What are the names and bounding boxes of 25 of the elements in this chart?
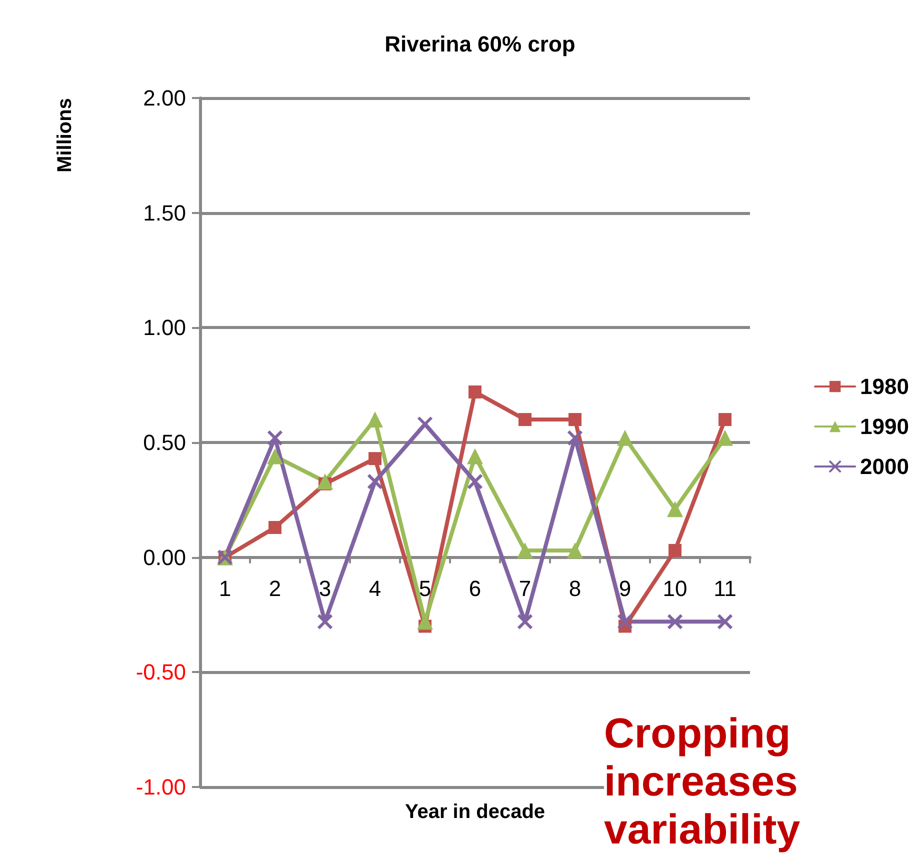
y-tick-label: -0.50 bbox=[136, 660, 186, 685]
x-tick-label: 7 bbox=[518, 576, 532, 601]
x-tick-label: 11 bbox=[714, 576, 736, 601]
legend-label: 2000 bbox=[860, 454, 910, 479]
chart-title: Riverina 60% crop bbox=[384, 32, 576, 56]
x-axis-title: Year in decade bbox=[404, 801, 546, 823]
x-tick-label: 8 bbox=[568, 576, 582, 601]
y-axis-title: Millions bbox=[54, 98, 76, 172]
x-tick-label: 3 bbox=[318, 576, 332, 601]
y-tick-label: 0.00 bbox=[143, 544, 186, 570]
x-tick-label: 4 bbox=[368, 576, 382, 601]
y-tick-label: -1.00 bbox=[136, 774, 186, 800]
x-tick-label: 1 bbox=[218, 576, 232, 601]
y-tick-label: 1.50 bbox=[143, 200, 186, 226]
legend-label: 1980 bbox=[860, 374, 910, 399]
y-tick-label: 1.00 bbox=[143, 315, 186, 340]
x-tick-label: 6 bbox=[468, 576, 482, 601]
x-tick-label: 2 bbox=[268, 576, 282, 601]
x-tick-label: 10 bbox=[662, 576, 688, 601]
x-tick-label: 5 bbox=[418, 576, 432, 601]
annotation: Cropping increases variability bbox=[604, 710, 810, 852]
x-tick-label: 9 bbox=[618, 576, 632, 601]
y-tick-label: 0.50 bbox=[143, 430, 186, 455]
legend-label: 1990 bbox=[860, 414, 910, 439]
y-tick-label: 2.00 bbox=[143, 86, 186, 110]
